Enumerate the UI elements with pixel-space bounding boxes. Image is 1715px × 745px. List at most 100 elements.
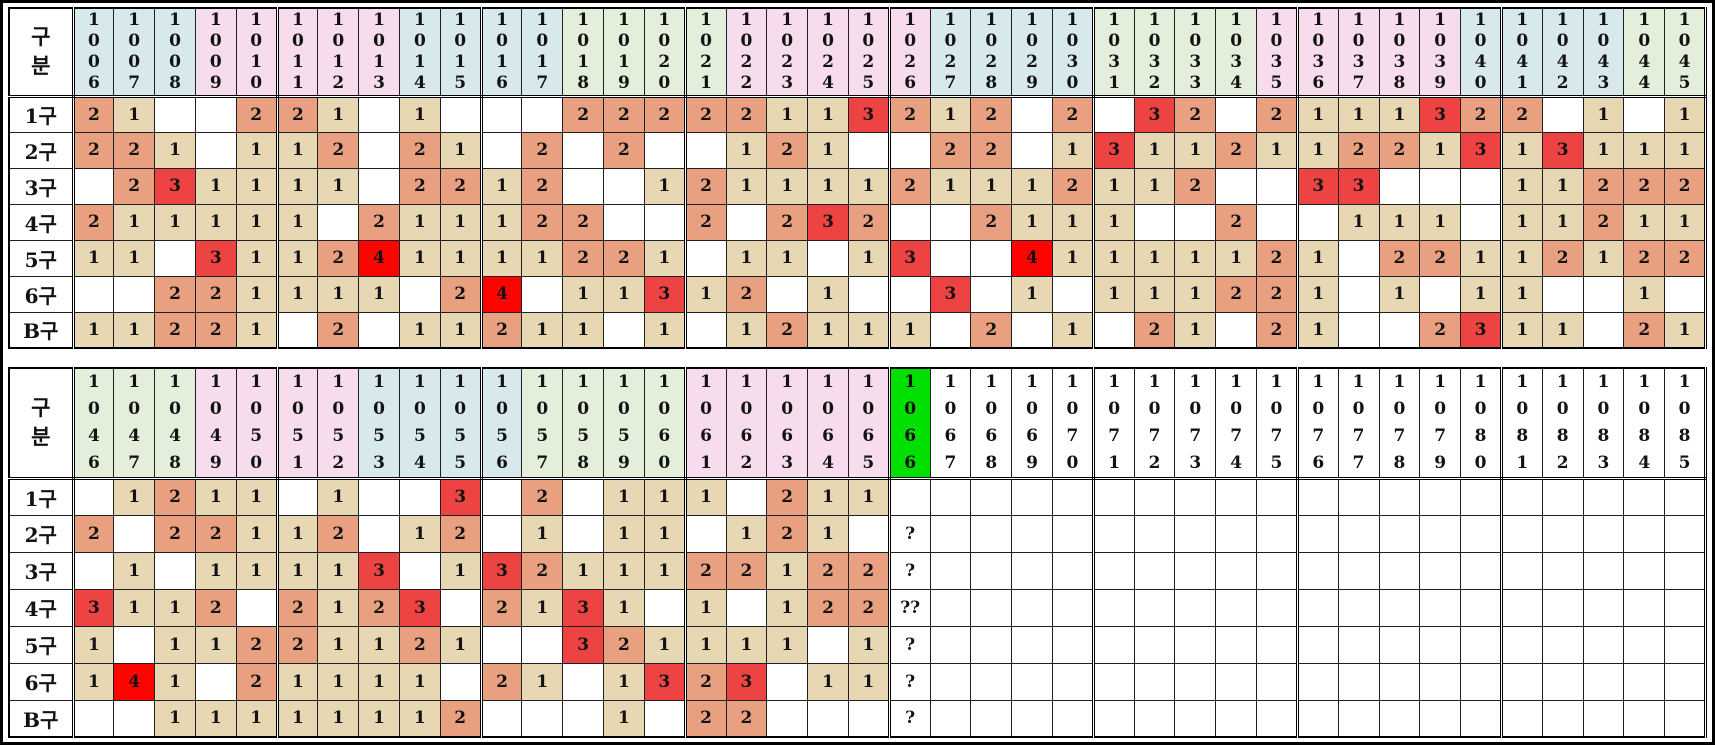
- cell-1014-6구[interactable]: [399, 275, 441, 313]
- column-header-1056[interactable]: 1 0 5 6: [480, 367, 523, 480]
- cell-1074-B구[interactable]: [1215, 699, 1258, 738]
- cell-1071-5구[interactable]: [1092, 625, 1135, 664]
- cell-1027-2구[interactable]: 2: [929, 131, 972, 169]
- cell-1054-B구[interactable]: 1: [399, 699, 441, 738]
- cell-1079-2구[interactable]: [1419, 514, 1462, 553]
- cell-1015-6구[interactable]: 2: [439, 275, 483, 313]
- cell-1036-3구[interactable]: 3: [1296, 167, 1339, 205]
- cell-1084-4구[interactable]: [1623, 588, 1666, 627]
- cell-1057-5구[interactable]: [521, 625, 564, 664]
- cell-1048-2구[interactable]: 2: [154, 514, 196, 553]
- cell-1081-4구[interactable]: [1500, 588, 1543, 627]
- cell-1052-B구[interactable]: 1: [317, 699, 360, 738]
- column-header-1072[interactable]: 1 0 7 2: [1133, 367, 1176, 480]
- cell-1016-3구[interactable]: 1: [480, 167, 523, 205]
- cell-1054-3구[interactable]: [399, 551, 441, 590]
- cell-1042-3구[interactable]: 1: [1541, 167, 1584, 205]
- cell-1032-B구[interactable]: 2: [1133, 311, 1176, 349]
- cell-1027-5구[interactable]: [929, 239, 972, 277]
- cell-1063-3구[interactable]: 1: [766, 551, 809, 590]
- cell-1058-2구[interactable]: [562, 514, 605, 553]
- cell-1028-2구[interactable]: 2: [970, 131, 1013, 169]
- cell-1030-3구[interactable]: 2: [1052, 167, 1095, 205]
- cell-1017-5구[interactable]: 1: [521, 239, 564, 277]
- cell-1063-B구[interactable]: [766, 699, 809, 738]
- cell-1029-5구[interactable]: 4: [1011, 239, 1053, 277]
- cell-1021-5구[interactable]: [684, 239, 727, 277]
- cell-1074-1구[interactable]: [1215, 477, 1258, 516]
- column-header-1071[interactable]: 1 0 7 1: [1092, 367, 1135, 480]
- cell-1024-1구[interactable]: 1: [807, 95, 849, 133]
- cell-1043-6구[interactable]: [1582, 275, 1625, 313]
- column-header-1058[interactable]: 1 0 5 8: [562, 367, 605, 480]
- cell-1044-6구[interactable]: 1: [1623, 275, 1666, 313]
- cell-1008-2구[interactable]: 1: [154, 131, 196, 169]
- cell-1065-B구[interactable]: [847, 699, 891, 738]
- cell-1019-5구[interactable]: 2: [603, 239, 645, 277]
- column-header-1079[interactable]: 1 0 7 9: [1419, 367, 1462, 480]
- cell-1019-1구[interactable]: 2: [603, 95, 645, 133]
- row-label-2구[interactable]: 2구: [8, 131, 75, 169]
- cell-1006-1구[interactable]: 2: [72, 95, 115, 133]
- cell-1068-2구[interactable]: [970, 514, 1013, 553]
- cell-1059-5구[interactable]: 2: [603, 625, 645, 664]
- cell-1055-B구[interactable]: 2: [439, 699, 483, 738]
- cell-1035-3구[interactable]: [1256, 167, 1299, 205]
- cell-1073-B구[interactable]: [1174, 699, 1217, 738]
- cell-1032-4구[interactable]: [1133, 203, 1176, 241]
- cell-1074-5구[interactable]: [1215, 625, 1258, 664]
- cell-1055-2구[interactable]: 2: [439, 514, 483, 553]
- cell-1085-5구[interactable]: [1664, 625, 1707, 664]
- column-header-1053[interactable]: 1 0 5 3: [358, 367, 400, 480]
- cell-1018-B구[interactable]: 1: [562, 311, 605, 349]
- cell-1079-5구[interactable]: [1419, 625, 1462, 664]
- cell-1010-B구[interactable]: 1: [235, 311, 279, 349]
- cell-1050-6구[interactable]: 2: [235, 662, 279, 701]
- cell-1046-6구[interactable]: 1: [72, 662, 115, 701]
- cell-1058-1구[interactable]: [562, 477, 605, 516]
- cell-1011-6구[interactable]: 1: [276, 275, 319, 313]
- cell-1044-3구[interactable]: 2: [1623, 167, 1666, 205]
- cell-1064-2구[interactable]: 1: [807, 514, 849, 553]
- cell-1016-B구[interactable]: 2: [480, 311, 523, 349]
- cell-1023-3구[interactable]: 1: [766, 167, 809, 205]
- cell-1019-B구[interactable]: [603, 311, 645, 349]
- cell-1039-6구[interactable]: [1419, 275, 1462, 313]
- cell-1040-5구[interactable]: 1: [1460, 239, 1503, 277]
- cell-1022-6구[interactable]: 2: [725, 275, 768, 313]
- column-header-1068[interactable]: 1 0 6 8: [970, 367, 1013, 480]
- cell-1056-6구[interactable]: 2: [480, 662, 523, 701]
- cell-1084-B구[interactable]: [1623, 699, 1666, 738]
- cell-1017-B구[interactable]: 1: [521, 311, 564, 349]
- cell-1043-1구[interactable]: 1: [1582, 95, 1625, 133]
- cell-1056-2구[interactable]: [480, 514, 523, 553]
- cell-1010-5구[interactable]: 1: [235, 239, 279, 277]
- cell-1062-6구[interactable]: 3: [725, 662, 768, 701]
- row-label-2구[interactable]: 2구: [8, 514, 75, 553]
- cell-1073-6구[interactable]: [1174, 662, 1217, 701]
- cell-1063-1구[interactable]: 2: [766, 477, 809, 516]
- cell-1020-3구[interactable]: 1: [643, 167, 687, 205]
- cell-1067-3구[interactable]: [929, 551, 972, 590]
- cell-1015-5구[interactable]: 1: [439, 239, 483, 277]
- cell-1083-6구[interactable]: [1582, 662, 1625, 701]
- cell-1022-4구[interactable]: [725, 203, 768, 241]
- cell-1026-6구[interactable]: [888, 275, 931, 313]
- cell-1080-4구[interactable]: [1460, 588, 1503, 627]
- cell-1061-1구[interactable]: 1: [684, 477, 727, 516]
- cell-1085-2구[interactable]: [1664, 514, 1707, 553]
- row-label-6구[interactable]: 6구: [8, 662, 75, 701]
- cell-1021-2구[interactable]: [684, 131, 727, 169]
- cell-1081-2구[interactable]: [1500, 514, 1543, 553]
- cell-1009-2구[interactable]: [194, 131, 237, 169]
- cell-1026-3구[interactable]: 2: [888, 167, 931, 205]
- cell-1041-2구[interactable]: 1: [1500, 131, 1543, 169]
- cell-1008-6구[interactable]: 2: [154, 275, 196, 313]
- cell-1035-4구[interactable]: [1256, 203, 1299, 241]
